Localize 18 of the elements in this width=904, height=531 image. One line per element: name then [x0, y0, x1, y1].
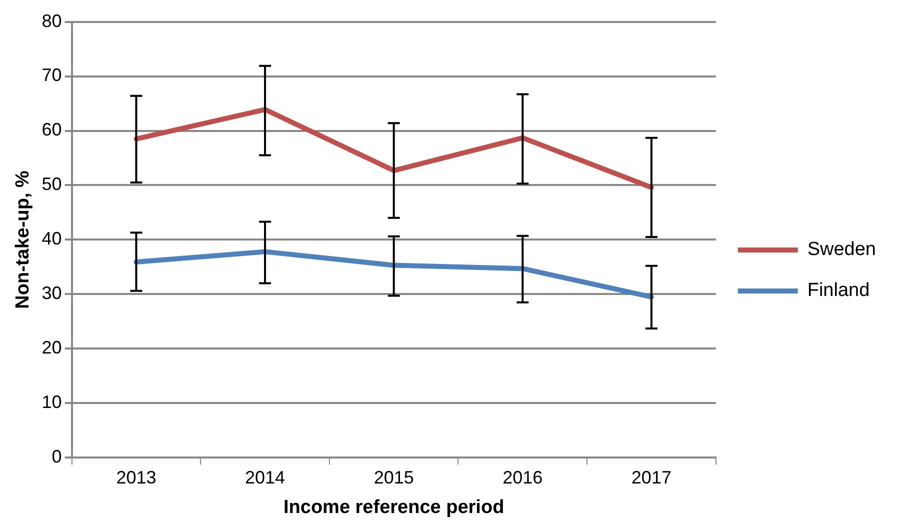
y-tick-label: 30	[42, 283, 62, 304]
y-tick-label: 20	[42, 338, 62, 358]
legend-label: Sweden	[807, 239, 876, 260]
x-tick-label: 2014	[245, 467, 286, 488]
y-tick-label: 0	[52, 446, 62, 467]
y-tick-label: 70	[42, 65, 62, 86]
x-tick-label: 2013	[116, 467, 156, 488]
legend-label: Finland	[807, 280, 870, 302]
x-axis-title: Income reference period	[283, 496, 504, 518]
y-tick-label: 60	[42, 120, 62, 140]
y-tick-label: 80	[42, 10, 62, 31]
y-tick-label: 40	[42, 228, 62, 249]
x-tick-label: 2017	[631, 467, 672, 488]
y-axis-title: Non-take-up, %	[12, 170, 34, 309]
y-tick-label: 50	[42, 174, 62, 194]
x-tick-label: 2016	[502, 467, 543, 488]
x-tick-label: 2015	[374, 467, 414, 488]
y-tick-label: 10	[42, 392, 62, 412]
